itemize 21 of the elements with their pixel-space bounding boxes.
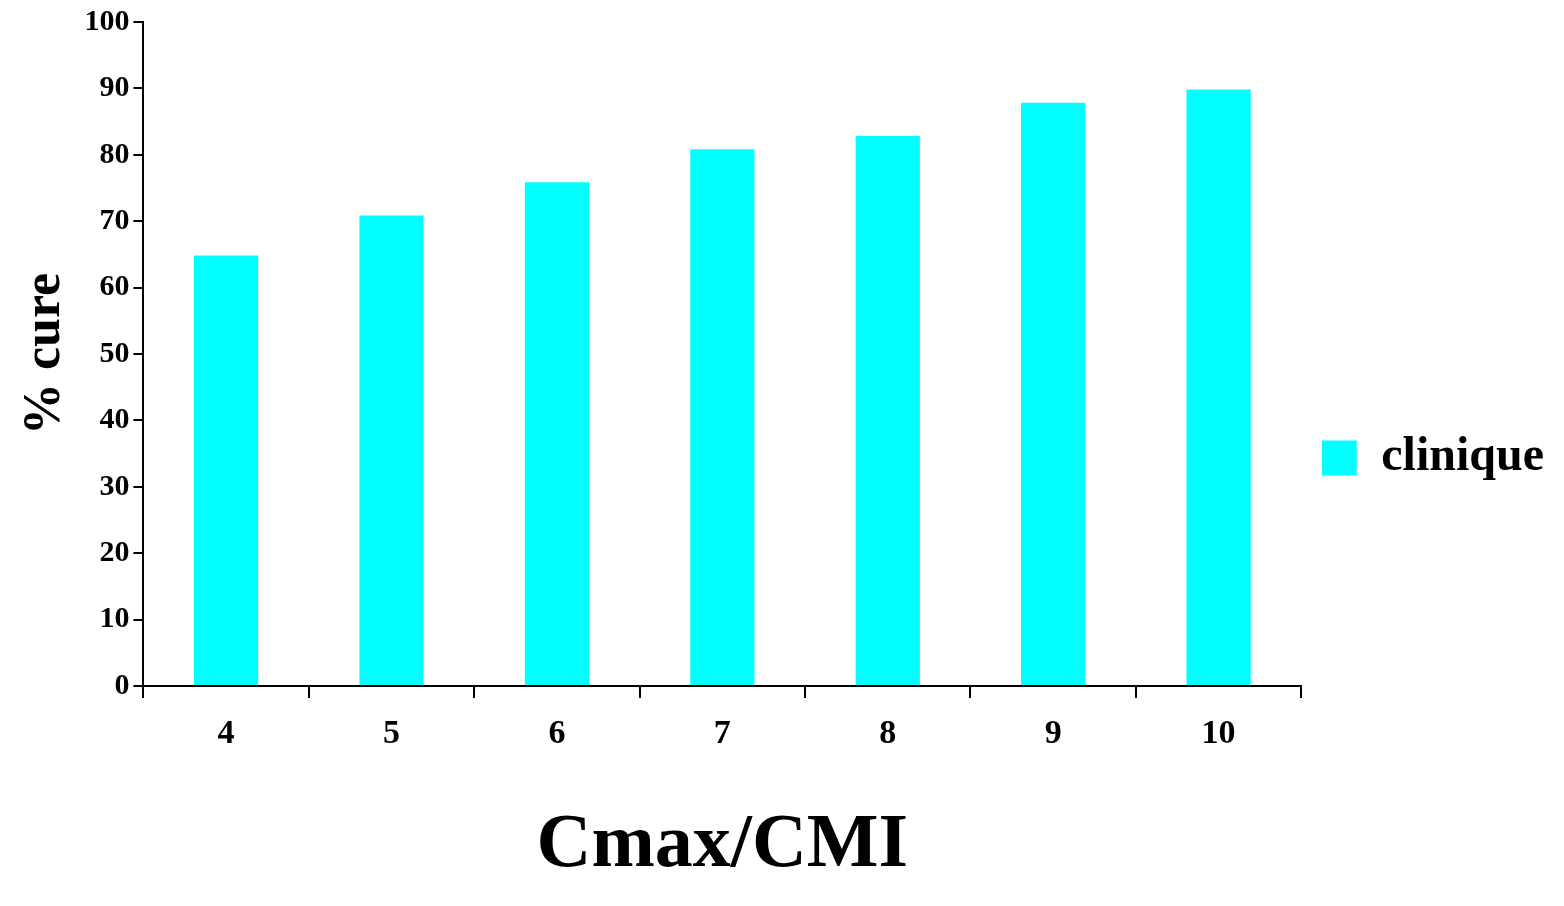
x-tick-label: 4	[217, 713, 235, 751]
y-tick-label: 80	[99, 135, 130, 169]
x-tick-label: 9	[1044, 713, 1062, 751]
y-tick-label: 90	[99, 69, 130, 103]
x-axis-title: Cmax/CMI	[536, 798, 909, 883]
legend-label: clinique	[1381, 427, 1544, 481]
y-axis-title: % cure	[12, 272, 70, 436]
x-tick-label: 10	[1201, 713, 1236, 751]
x-tick-label: 6	[548, 713, 566, 751]
y-tick-label: 100	[84, 2, 130, 36]
y-tick-label: 30	[99, 467, 130, 501]
y-tick-label: 60	[99, 268, 130, 302]
x-tick-label: 8	[879, 713, 897, 751]
y-tick-label: 0	[114, 666, 130, 700]
x-tick-label: 5	[383, 713, 401, 751]
y-tick-label: 10	[99, 600, 130, 634]
x-tick-label: 7	[713, 713, 731, 751]
y-tick-label: 50	[99, 334, 130, 368]
y-tick-label: 40	[99, 401, 130, 435]
y-tick-label: 20	[99, 533, 130, 567]
y-tick-label: 70	[99, 201, 130, 235]
